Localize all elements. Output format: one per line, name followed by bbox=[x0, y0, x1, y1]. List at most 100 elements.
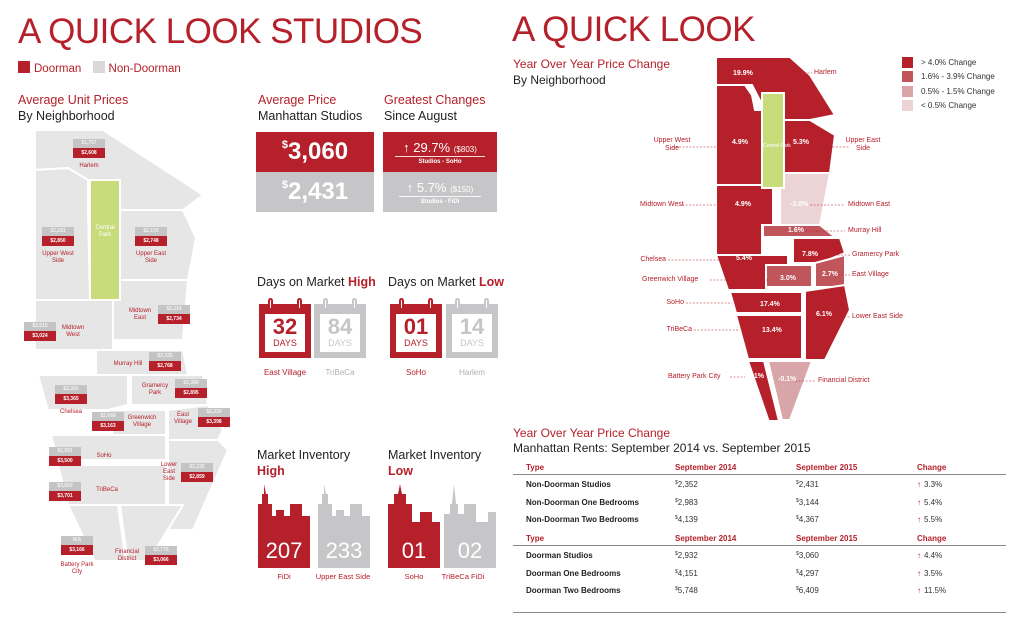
legend-label: 1.6% - 3.9% Change bbox=[921, 72, 995, 82]
label-tribeca: TriBeCa bbox=[666, 326, 692, 333]
change-gramercy-park: 7.8% bbox=[802, 251, 818, 258]
up-arrow-icon: ↑ bbox=[917, 480, 921, 490]
price-label-tribeca: $3,850 $3,701 bbox=[49, 482, 81, 501]
building-icon-inv-high-non-doorman: 233 bbox=[318, 484, 370, 568]
row-sep-2014: $4,151 bbox=[675, 569, 796, 578]
header-type: Type bbox=[526, 463, 545, 472]
dollar-sign: $ bbox=[796, 568, 799, 575]
doorman-price: $2,734 bbox=[158, 314, 190, 324]
avg-price-subtitle: Manhattan Studios bbox=[258, 109, 363, 123]
price-label-upper-west-side: $2,181 $2,850 bbox=[42, 227, 74, 246]
neighborhood-name: Midtown East bbox=[128, 308, 152, 321]
change-chelsea: 5.4% bbox=[736, 255, 752, 262]
neighborhood-name: SoHo bbox=[96, 453, 112, 459]
row-sep-2015: $4,367 bbox=[796, 515, 917, 524]
non-doorman-price: $2,775 bbox=[145, 546, 177, 555]
calendar-icon-dom-high-non-doorman: 84 DAYS bbox=[314, 298, 366, 358]
row-sep-2014: $5,748 bbox=[675, 586, 796, 595]
dollar-sign: $ bbox=[675, 480, 678, 487]
label-lower-east-side: Lower East Side bbox=[852, 313, 903, 320]
doorman-legend-item: Doorman bbox=[18, 61, 81, 75]
central-park-label: Central Park bbox=[95, 225, 115, 238]
dollar-sign: $ bbox=[796, 515, 799, 522]
change-soho: 17.4% bbox=[760, 301, 780, 308]
dollar-sign: $ bbox=[281, 179, 289, 191]
central-park bbox=[89, 179, 121, 301]
greatest-change-non-doorman-box: ↑ 5.7% ($150) Studios - FiDi bbox=[383, 172, 497, 212]
price-label-financial-district: $2,775 $3,066 bbox=[145, 546, 177, 565]
inventory-low-non-doorman-label: TriBeCa FiDi bbox=[441, 572, 485, 581]
row-type: Doorman Studios bbox=[526, 551, 593, 561]
row-type: Non-Doorman Studios bbox=[526, 480, 611, 490]
non-doorman-price: $2,230 bbox=[198, 408, 230, 417]
dom-value: 14 bbox=[459, 314, 485, 339]
yoy-table-non-doorman: Type September 2014 September 2015 Chang… bbox=[513, 461, 1006, 529]
value: 5.4% bbox=[924, 497, 943, 507]
change-east-village: 2.7% bbox=[822, 271, 838, 278]
neighborhood-name: Greenwich Village bbox=[127, 415, 157, 428]
value: 2,932 bbox=[677, 551, 698, 561]
value: 5.5% bbox=[924, 515, 943, 525]
non-doorman-swatch-icon bbox=[92, 61, 105, 73]
label-murray-hill: Murray Hill bbox=[848, 227, 882, 234]
dom-low-title: Days on Market Low bbox=[388, 275, 504, 289]
row-sep-2015: $6,409 bbox=[796, 586, 917, 595]
dollar-sign: $ bbox=[281, 139, 289, 151]
yoy-table-subtitle: Manhattan Rents: September 2014 vs. Sept… bbox=[513, 441, 811, 455]
change-midtown-east: -3.0% bbox=[790, 201, 809, 208]
dom-low-doorman-label: SoHo bbox=[405, 368, 426, 377]
row-type: Non-Doorman One Bedrooms bbox=[526, 497, 639, 507]
price-label-upper-east-side: $2,150 $2,748 bbox=[135, 227, 167, 246]
inventory-high-accent: High bbox=[257, 464, 285, 478]
legend-label: 0.5% - 1.5% Change bbox=[921, 86, 995, 96]
value: 4.4% bbox=[924, 551, 943, 561]
dom-high-non-doorman-label: TriBeCa bbox=[325, 368, 355, 377]
price-label-midtown-east: $2,214 $2,734 bbox=[158, 305, 190, 324]
inventory-value: 01 bbox=[401, 538, 427, 563]
non-doorman-price: N/A bbox=[61, 536, 93, 545]
label-gramercy-park: Gramercy Park bbox=[852, 251, 900, 258]
greatest-changes-subtitle: Since August bbox=[384, 109, 457, 123]
price-label-east-village: $2,230 $3,398 bbox=[198, 408, 230, 427]
calendar-icon-dom-low-doorman: 01 DAYS bbox=[390, 298, 442, 358]
up-arrow-icon: ↑ bbox=[917, 568, 921, 578]
row-change: ↑ 5.4% bbox=[917, 498, 1006, 507]
doorman-legend: Doorman Non-Doorman bbox=[18, 61, 181, 75]
dollar-sign: $ bbox=[796, 480, 799, 487]
yoy-table-doorman: Type September 2014 September 2015 Chang… bbox=[513, 532, 1006, 613]
greatest-change-doorman-label: Studios - SoHo bbox=[418, 158, 462, 165]
doorman-price: $3,024 bbox=[24, 331, 56, 341]
dollar-sign: $ bbox=[675, 497, 678, 504]
value: 2,983 bbox=[677, 497, 698, 507]
up-arrow-icon: ↑ bbox=[403, 139, 414, 155]
dom-value: 84 bbox=[327, 314, 353, 339]
row-sep-2015: $3,144 bbox=[796, 498, 917, 507]
avg-price-doorman-value: 3,060 bbox=[288, 138, 349, 165]
avg-price-title: Average Price bbox=[258, 93, 337, 107]
row-sep-2014: $2,932 bbox=[675, 551, 796, 560]
non-doorman-price: $1,757 bbox=[73, 139, 105, 148]
doorman-price: $3,701 bbox=[49, 491, 81, 501]
change-financial-district: -0.1% bbox=[778, 376, 797, 383]
change-amount: ($150) bbox=[450, 184, 474, 194]
non-doorman-price: $3,850 bbox=[49, 482, 81, 491]
yoy-table-title: Year Over Year Price Change bbox=[513, 426, 670, 440]
dom-unit: DAYS bbox=[328, 338, 352, 348]
neighborhood-name: Murray Hill bbox=[113, 361, 143, 367]
label-greenwich-village: Greenwich Village bbox=[642, 276, 699, 283]
dom-title-accent: High bbox=[348, 275, 376, 289]
dom-low-non-doorman-label: Harlem bbox=[459, 368, 485, 377]
inventory-value: 233 bbox=[325, 538, 363, 563]
table-row: Doorman Two Bedrooms $5,748 $6,409 ↑ 11.5… bbox=[513, 582, 1006, 600]
non-doorman-legend-item: Non-Doorman bbox=[92, 61, 181, 75]
dom-value: 32 bbox=[272, 314, 298, 339]
doorman-price: $2,859 bbox=[181, 472, 213, 482]
value: 6,409 bbox=[798, 586, 819, 596]
table-row: Non-Doorman Two Bedrooms $4,139 $4,367 ↑… bbox=[513, 511, 1006, 529]
dom-unit: DAYS bbox=[460, 338, 484, 348]
neighborhood-name: TriBeCa bbox=[96, 487, 118, 493]
unit-prices-map: Central Park $1,757 $2,608 Harlem $2,181… bbox=[18, 130, 243, 575]
dom-high-doorman-label: East Village bbox=[263, 368, 307, 377]
change-amount: ($803) bbox=[453, 144, 477, 154]
yoy-change-map: Central Park 19.9% 4.9% 5.3% 4.9% -3.0% … bbox=[640, 55, 920, 426]
